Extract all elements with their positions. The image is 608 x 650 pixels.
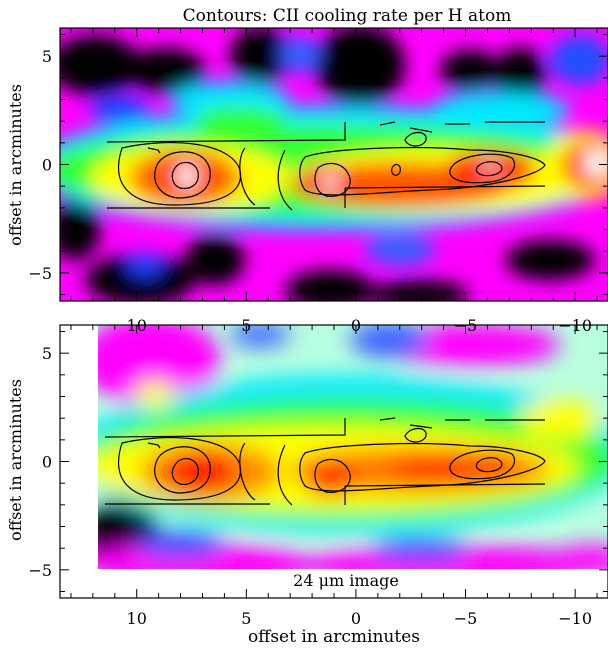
bottom-y-tick-label: −5	[28, 561, 52, 580]
top-panel: Contours: CII cooling rate per H atom	[6, 6, 608, 302]
top-heatmap	[60, 28, 608, 301]
top-y-tick-label: 5	[42, 47, 52, 66]
bottom-y-tick-label: 5	[42, 344, 52, 363]
bottom-y-tick-label: 0	[42, 453, 52, 472]
top-contours	[106, 121, 546, 211]
bottom-heatmap	[98, 325, 608, 569]
bottom-contours	[104, 417, 546, 506]
bottom-y-axis-label: offset in arcminutes	[6, 379, 25, 541]
top-axes: −5 0 5	[28, 28, 608, 301]
bottom-x-tick-label-top: 10	[127, 316, 147, 335]
bottom-x-tick-label: 10	[127, 609, 147, 628]
top-title: Contours: CII cooling rate per H atom	[183, 6, 512, 26]
top-y-tick-label: −5	[28, 264, 52, 283]
bottom-annotation: 24 μm image	[293, 571, 399, 590]
bottom-x-tick-label: −10	[558, 609, 592, 628]
bottom-x-axis-label: offset in arcminutes	[248, 627, 420, 647]
bottom-panel: −5 0 5 10 5 0 −5 −10 10 5 0 −5 −10 24 μm image offse…	[6, 316, 608, 647]
bottom-x-tick-label-top: −5	[454, 316, 478, 335]
bottom-x-tick-label-top: 5	[241, 316, 251, 335]
bottom-x-tick-label: 5	[241, 609, 251, 628]
bottom-x-tick-label-top: −10	[558, 316, 592, 335]
top-y-tick-label: 0	[42, 156, 52, 175]
top-y-axis-label: offset in arcminutes	[6, 84, 25, 246]
bottom-x-tick-label: 0	[351, 609, 361, 628]
bottom-x-tick-label-top: 0	[351, 316, 361, 335]
bottom-axes: −5 0 5 10 5 0 −5 −10 10 5 0 −5 −10	[28, 316, 608, 628]
bottom-x-tick-label: −5	[454, 609, 478, 628]
